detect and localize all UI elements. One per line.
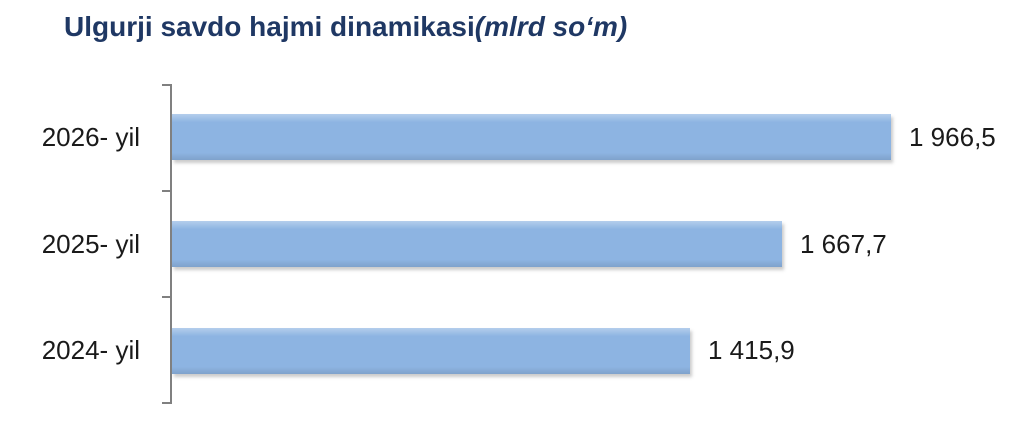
bar-2024 xyxy=(172,327,690,374)
axis-tick xyxy=(162,296,171,298)
bar-row-2024: 2024- yil 1 415,9 xyxy=(0,297,1024,404)
value-label-2026: 1 966,5 xyxy=(909,121,996,152)
bar-track: 1 667,7 xyxy=(172,191,1024,298)
value-label-2024: 1 415,9 xyxy=(708,335,795,366)
bar-row-2026: 2026- yil 1 966,5 xyxy=(0,84,1024,191)
bar-track: 1 966,5 xyxy=(172,84,1024,191)
category-label-2025: 2025- yil xyxy=(41,228,140,259)
y-axis-line xyxy=(170,84,172,404)
category-label-2024: 2024- yil xyxy=(41,335,140,366)
axis-tick xyxy=(162,190,171,192)
bar-row-2025: 2025- yil 1 667,7 xyxy=(0,191,1024,298)
chart-title-unit: (mlrd so‘m) xyxy=(474,11,628,42)
bar-track: 1 415,9 xyxy=(172,297,1024,404)
category-label-2026: 2026- yil xyxy=(41,121,140,152)
bar-2025 xyxy=(172,221,782,267)
chart-title: Ulgurji savdo hajmi dinamikasi(mlrd so‘m… xyxy=(64,10,627,44)
bar-2026 xyxy=(172,114,891,161)
chart-title-text: Ulgurji savdo hajmi dinamikasi xyxy=(64,11,475,42)
axis-tick xyxy=(162,84,171,86)
value-label-2025: 1 667,7 xyxy=(800,228,887,259)
plot-area: 2026- yil 1 966,5 2025- yil 1 667,7 2024… xyxy=(0,84,1024,404)
axis-tick xyxy=(162,402,171,404)
